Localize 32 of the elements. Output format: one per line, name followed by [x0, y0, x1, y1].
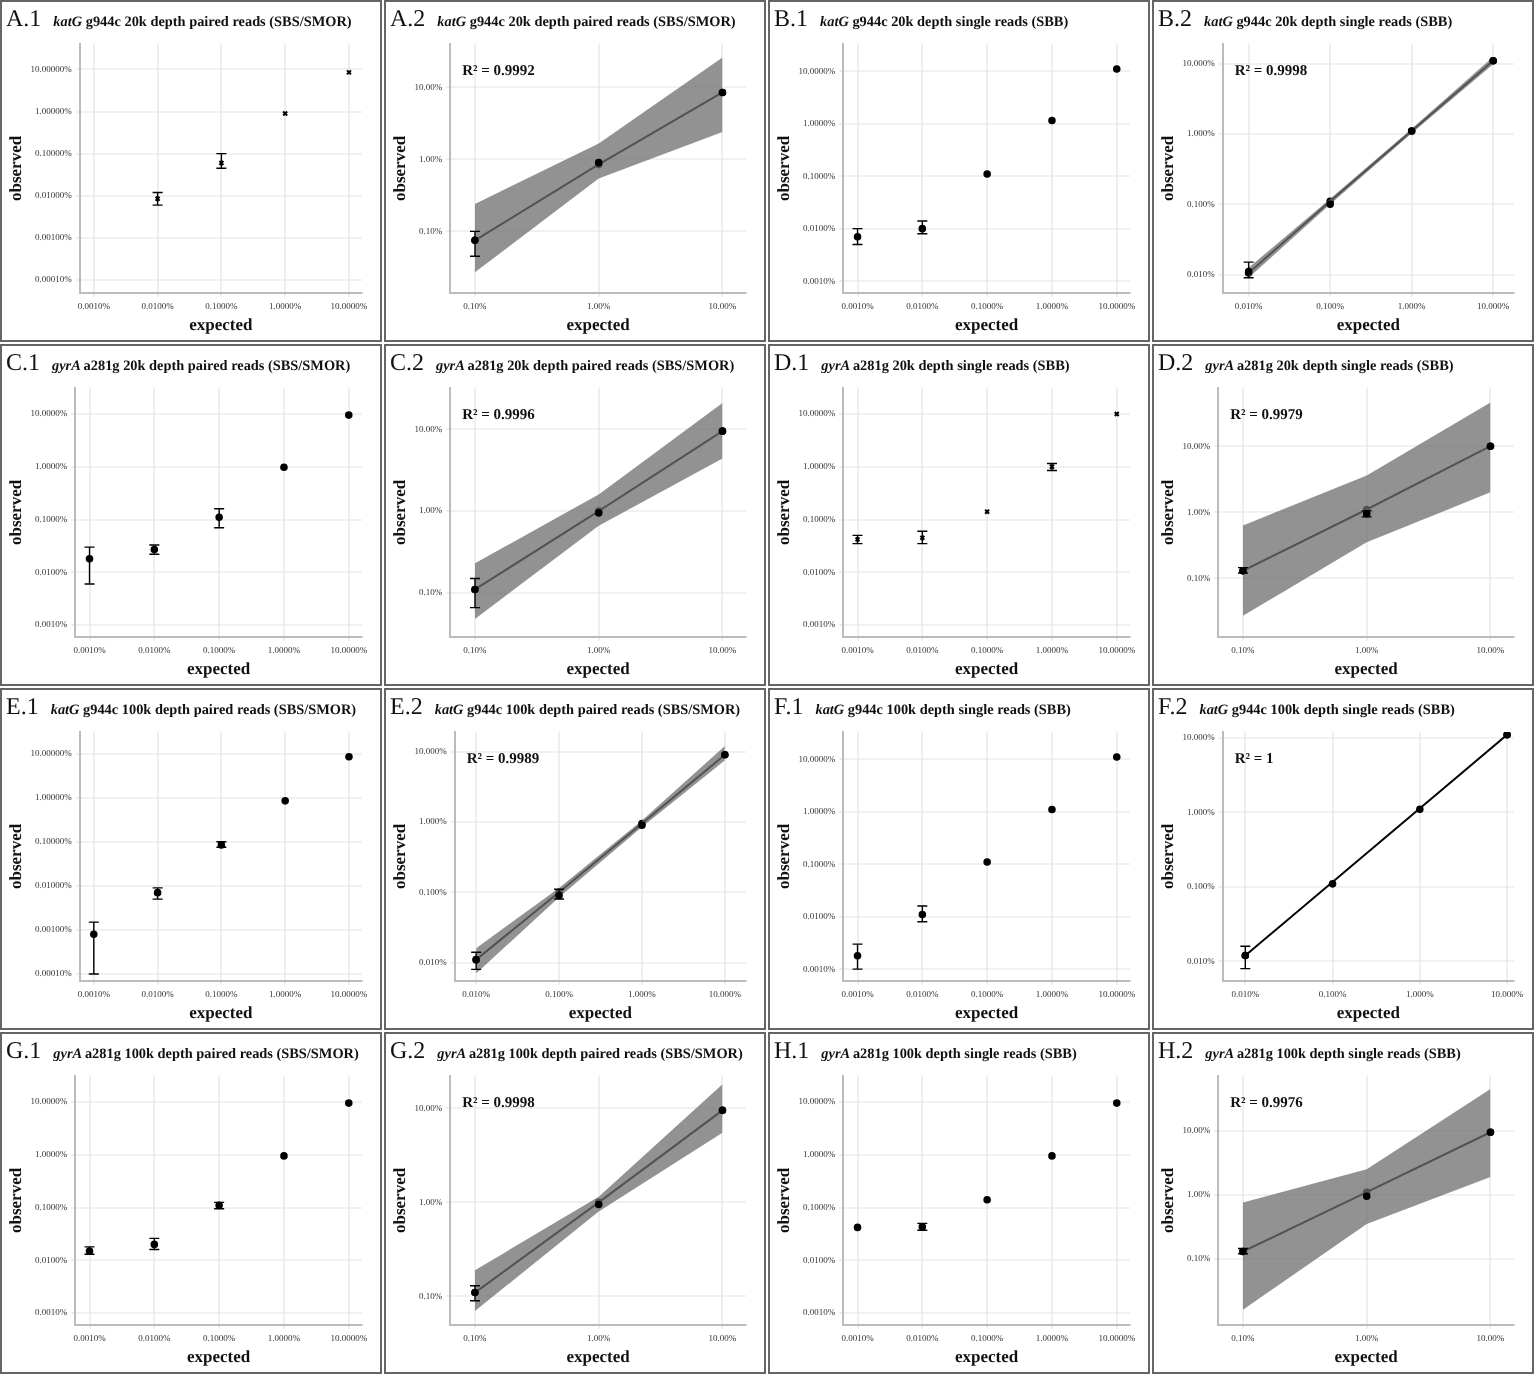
y-axis-title: observed [388, 823, 409, 889]
y-axis-title: observed [772, 823, 793, 889]
x-axis-title: expected [566, 1346, 631, 1367]
y-axis-title: observed [388, 1167, 409, 1233]
x-axis-title: expected [1336, 1002, 1401, 1023]
x-axis-title: expected [954, 314, 1019, 335]
x-axis-title: expected [954, 1346, 1019, 1367]
x-axis-title: expected [186, 658, 251, 679]
y-axis-title: observed [772, 135, 793, 201]
y-axis-title: observed [4, 1167, 25, 1233]
x-axis-title: expected [566, 658, 631, 679]
y-axis-title: observed [772, 479, 793, 545]
y-axis-title: observed [1156, 135, 1177, 201]
y-axis-title: observed [772, 1167, 793, 1233]
y-axis-title: observed [1156, 1167, 1177, 1233]
x-axis-title: expected [1334, 658, 1399, 679]
y-axis-title: observed [388, 479, 409, 545]
x-axis-title: expected [954, 658, 1019, 679]
y-axis-title: observed [4, 823, 25, 889]
x-axis-title: expected [189, 1002, 253, 1023]
x-axis-title: expected [1336, 314, 1401, 335]
y-axis-title: observed [388, 135, 409, 201]
y-axis-title: observed [1156, 823, 1177, 889]
x-axis-title: expected [568, 1002, 633, 1023]
y-axis-title: observed [4, 479, 25, 545]
x-axis-title: expected [954, 1002, 1019, 1023]
x-axis-title: expected [189, 314, 253, 335]
x-axis-title: expected [1334, 1346, 1399, 1367]
y-axis-title: observed [4, 135, 25, 201]
y-axis-title: observed [1156, 479, 1177, 545]
x-axis-title: expected [566, 314, 631, 335]
x-axis-title: expected [186, 1346, 251, 1367]
